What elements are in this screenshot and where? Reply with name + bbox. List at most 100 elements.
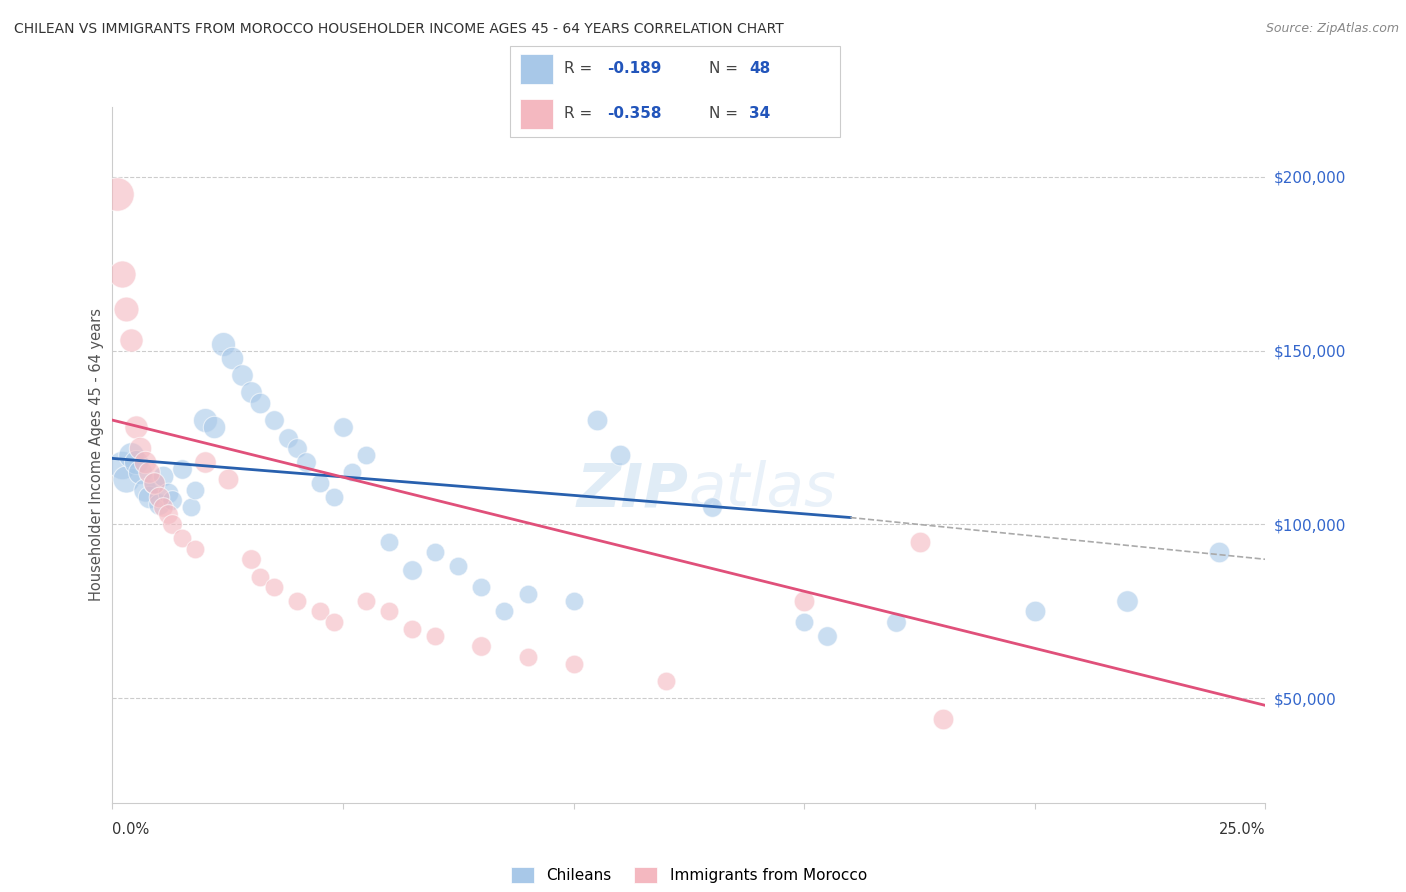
Point bbox=[322, 490, 344, 504]
Point bbox=[120, 333, 142, 347]
Point bbox=[212, 336, 235, 351]
Point bbox=[129, 441, 152, 455]
Point bbox=[378, 534, 401, 549]
Point bbox=[152, 468, 174, 483]
Point bbox=[115, 472, 138, 486]
Point bbox=[285, 441, 308, 455]
Point bbox=[170, 462, 193, 476]
Point bbox=[700, 500, 723, 514]
Point bbox=[134, 483, 156, 497]
Point bbox=[156, 486, 179, 500]
Point bbox=[263, 580, 285, 594]
Point bbox=[162, 493, 184, 508]
Point bbox=[249, 395, 271, 409]
Point bbox=[170, 532, 193, 546]
Point bbox=[447, 559, 470, 574]
Point bbox=[309, 475, 332, 490]
Point bbox=[655, 674, 678, 689]
Point bbox=[120, 448, 142, 462]
Text: ZIP: ZIP bbox=[576, 460, 689, 519]
FancyBboxPatch shape bbox=[520, 54, 554, 84]
Point bbox=[494, 605, 516, 619]
Text: 48: 48 bbox=[749, 62, 770, 77]
Point bbox=[105, 187, 128, 202]
Text: R =: R = bbox=[564, 106, 596, 121]
Point bbox=[180, 500, 202, 514]
Text: atlas: atlas bbox=[689, 460, 837, 519]
Text: 34: 34 bbox=[749, 106, 770, 121]
Point bbox=[401, 563, 423, 577]
Point bbox=[217, 472, 239, 486]
Point bbox=[1024, 605, 1046, 619]
Point bbox=[585, 413, 607, 427]
Point bbox=[263, 413, 285, 427]
Point bbox=[239, 552, 262, 566]
Point bbox=[332, 420, 354, 434]
Point bbox=[124, 455, 146, 469]
Text: Source: ZipAtlas.com: Source: ZipAtlas.com bbox=[1265, 22, 1399, 36]
Point bbox=[342, 466, 364, 480]
Point bbox=[470, 580, 492, 594]
Point bbox=[202, 420, 225, 434]
Point bbox=[111, 458, 134, 473]
Point bbox=[115, 301, 138, 316]
Point bbox=[184, 483, 207, 497]
Point bbox=[152, 500, 174, 514]
Point bbox=[354, 594, 377, 608]
Point bbox=[231, 368, 253, 382]
Point bbox=[295, 455, 318, 469]
Point bbox=[148, 490, 170, 504]
Point bbox=[194, 413, 217, 427]
Point bbox=[516, 587, 538, 601]
Point bbox=[378, 605, 401, 619]
Point bbox=[609, 448, 631, 462]
Text: CHILEAN VS IMMIGRANTS FROM MOROCCO HOUSEHOLDER INCOME AGES 45 - 64 YEARS CORRELA: CHILEAN VS IMMIGRANTS FROM MOROCCO HOUSE… bbox=[14, 22, 783, 37]
Point bbox=[470, 639, 492, 653]
Point bbox=[148, 497, 170, 511]
Point bbox=[162, 517, 184, 532]
Point bbox=[277, 430, 299, 444]
Point bbox=[156, 507, 179, 521]
Point bbox=[908, 534, 931, 549]
Legend: Chileans, Immigrants from Morocco: Chileans, Immigrants from Morocco bbox=[502, 858, 876, 892]
Point bbox=[184, 541, 207, 556]
Point bbox=[285, 594, 308, 608]
Point bbox=[239, 385, 262, 400]
FancyBboxPatch shape bbox=[509, 45, 841, 137]
FancyBboxPatch shape bbox=[520, 99, 554, 129]
Text: -0.358: -0.358 bbox=[607, 106, 662, 121]
Text: 25.0%: 25.0% bbox=[1219, 822, 1265, 837]
Point bbox=[143, 475, 166, 490]
Point bbox=[425, 545, 447, 559]
Point bbox=[562, 594, 585, 608]
Point bbox=[1116, 594, 1139, 608]
Point bbox=[793, 594, 815, 608]
Point bbox=[309, 605, 332, 619]
Point bbox=[354, 448, 377, 462]
Point bbox=[401, 622, 423, 636]
Point bbox=[322, 615, 344, 629]
Point bbox=[221, 351, 243, 365]
Point bbox=[815, 629, 838, 643]
Point bbox=[138, 466, 160, 480]
Point bbox=[134, 455, 156, 469]
Text: R =: R = bbox=[564, 62, 596, 77]
Point bbox=[931, 712, 953, 726]
Point bbox=[249, 570, 271, 584]
Point bbox=[129, 466, 152, 480]
Point bbox=[124, 420, 146, 434]
Text: N =: N = bbox=[709, 106, 742, 121]
Point bbox=[143, 475, 166, 490]
Text: N =: N = bbox=[709, 62, 742, 77]
Point bbox=[793, 615, 815, 629]
Text: -0.189: -0.189 bbox=[607, 62, 662, 77]
Point bbox=[1208, 545, 1230, 559]
Point bbox=[562, 657, 585, 671]
Point bbox=[111, 267, 134, 281]
Point bbox=[886, 615, 908, 629]
Point bbox=[516, 649, 538, 664]
Y-axis label: Householder Income Ages 45 - 64 years: Householder Income Ages 45 - 64 years bbox=[89, 309, 104, 601]
Text: 0.0%: 0.0% bbox=[112, 822, 149, 837]
Point bbox=[425, 629, 447, 643]
Point bbox=[138, 490, 160, 504]
